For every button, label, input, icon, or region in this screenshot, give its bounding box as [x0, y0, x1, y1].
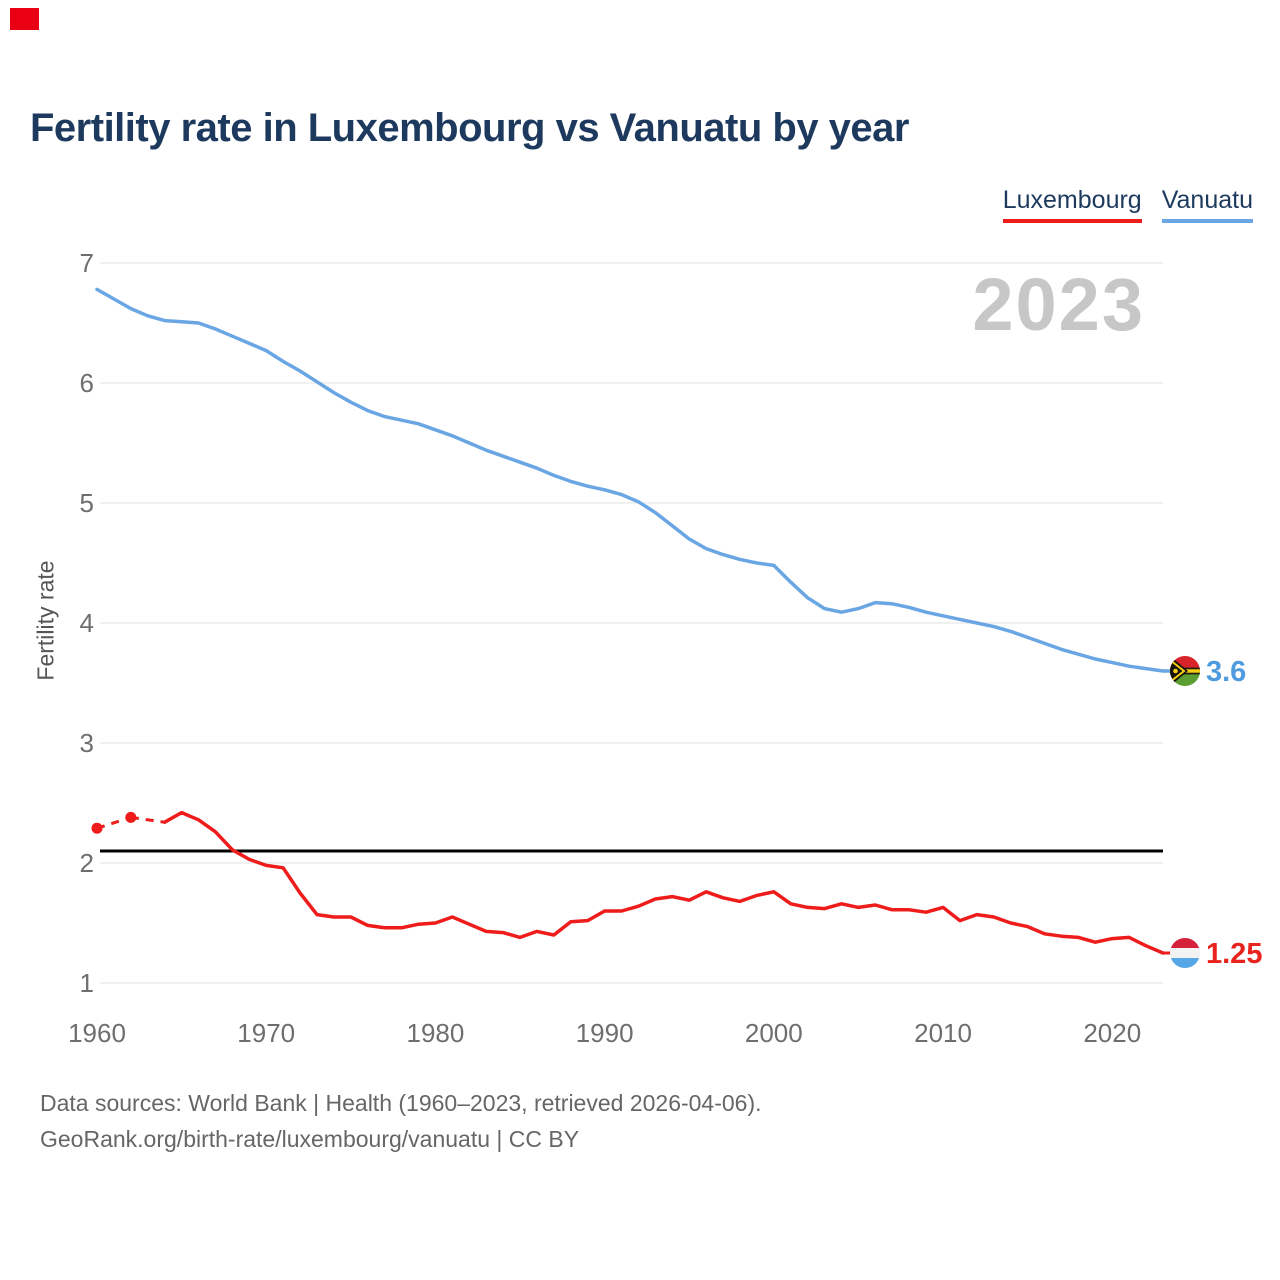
y-tick-label: 1 — [80, 968, 94, 998]
legend-item-luxembourg[interactable]: Luxembourg — [1002, 186, 1142, 223]
footer-attribution: GeoRank.org/birth-rate/luxembourg/vanuat… — [40, 1126, 580, 1152]
y-tick-label: 3 — [80, 728, 94, 758]
y-tick-label: 4 — [80, 608, 94, 638]
x-tick-label: 2000 — [745, 1018, 803, 1048]
legend-item-vanuatu[interactable]: Vanuatu — [1161, 186, 1253, 223]
x-tick-label: 1990 — [576, 1018, 634, 1048]
vanuatu-flag-icon — [1170, 656, 1200, 686]
y-tick-label: 6 — [80, 368, 94, 398]
luxembourg-line-dashed — [96, 815, 132, 830]
luxembourg-line — [162, 810, 1165, 955]
footer: Data sources: World Bank | Health (1960–… — [40, 1085, 762, 1157]
y-tick-label: 2 — [80, 848, 94, 878]
y-tick-label: 7 — [80, 248, 94, 278]
luxembourg-data-point — [91, 822, 103, 834]
luxembourg-flag-icon — [1170, 938, 1200, 968]
luxembourg-line-dashed — [130, 815, 165, 824]
x-tick-label: 1960 — [68, 1018, 126, 1048]
footer-data-sources: Data sources: World Bank | Health (1960–… — [40, 1090, 762, 1116]
luxembourg-data-point — [125, 811, 137, 823]
luxembourg-end-label: 1.25 — [1206, 938, 1262, 970]
page-title: Fertility rate in Luxembourg vs Vanuatu … — [30, 106, 909, 150]
year-watermark: 2023 — [972, 263, 1145, 346]
brand-mark — [10, 8, 39, 30]
y-tick-label: 5 — [80, 488, 94, 518]
vanuatu-line — [95, 287, 1165, 673]
x-tick-label: 2010 — [914, 1018, 972, 1048]
vanuatu-end-label: 3.6 — [1206, 656, 1246, 688]
x-tick-label: 2020 — [1083, 1018, 1141, 1048]
x-tick-label: 1970 — [237, 1018, 295, 1048]
x-tick-label: 1980 — [406, 1018, 464, 1048]
legend: Luxembourg Vanuatu — [1002, 186, 1253, 223]
